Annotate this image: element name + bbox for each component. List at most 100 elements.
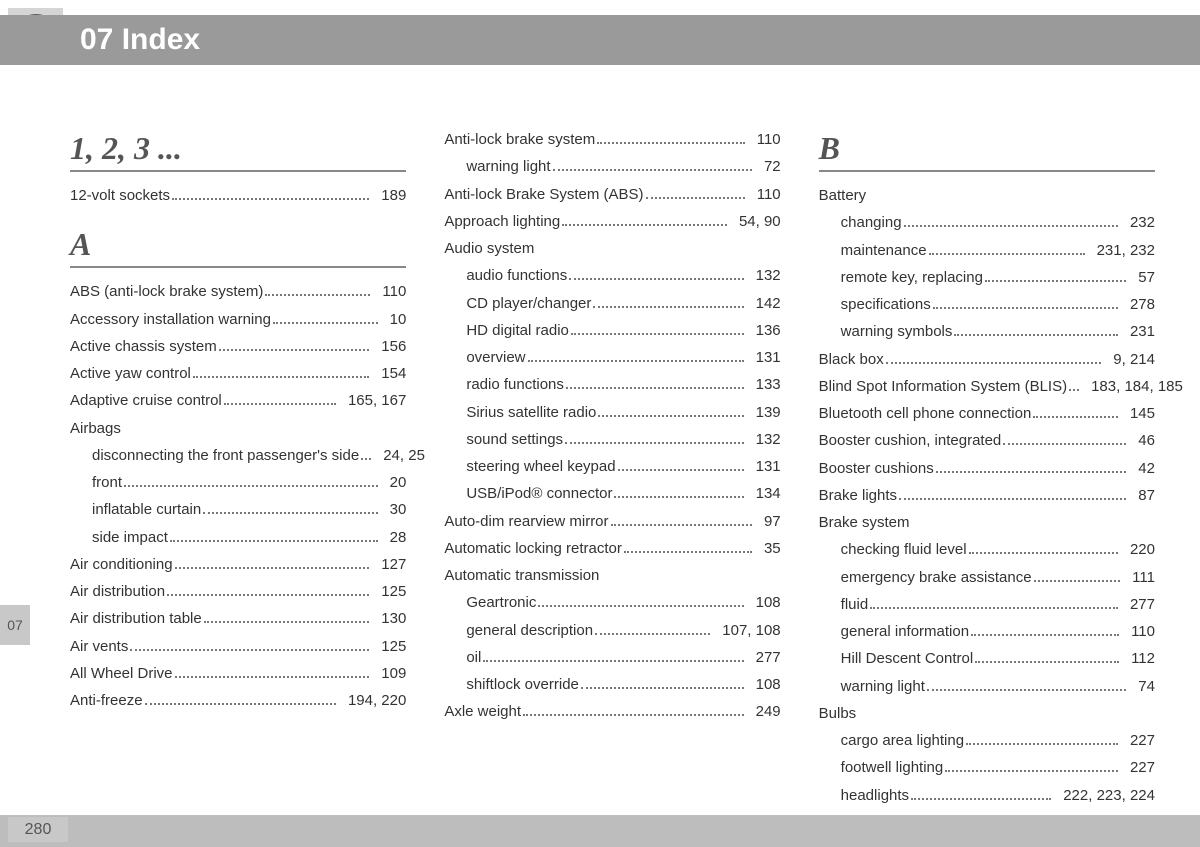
dot-leader (597, 142, 745, 144)
index-entry: Accessory installation warning10 (70, 310, 406, 330)
entry-pages: 132 (748, 266, 781, 286)
entry-label: Auto-dim rearview mirror (444, 512, 608, 532)
index-subentry: warning symbols231 (819, 322, 1155, 342)
index-subentry: emergency brake assistance 111 (819, 568, 1155, 588)
entry-label: Anti-lock brake system (444, 130, 595, 150)
entry-label: Hill Descent Control (841, 649, 974, 669)
entry-label: general description (466, 621, 593, 641)
entry-pages: 277 (748, 648, 781, 668)
index-subentry: checking fluid level220 (819, 540, 1155, 560)
index-subentry: Geartronic108 (444, 593, 780, 613)
entry-pages: 154 (373, 364, 406, 384)
index-entry: Adaptive cruise control165, 167 (70, 391, 406, 411)
entry-pages: 183, 184, 185 (1083, 377, 1183, 397)
index-subentry: warning light74 (819, 677, 1155, 697)
entry-label: warning symbols (841, 322, 953, 342)
entry-pages: 111 (1124, 568, 1155, 588)
index-group: Bulbs (819, 704, 1155, 724)
entry-label: disconnecting the front passenger's side (92, 446, 359, 466)
entry-pages: 24, 25 (375, 446, 425, 466)
entry-pages: 108 (748, 593, 781, 613)
entry-pages: 72 (756, 157, 781, 177)
dot-leader (945, 770, 1118, 772)
entry-label: emergency brake assistance (841, 568, 1032, 588)
index-entry: 12-volt sockets189 (70, 186, 406, 206)
entry-label: Accessory installation warning (70, 310, 271, 330)
dot-leader (167, 594, 369, 596)
entry-label: maintenance (841, 241, 927, 261)
index-group: Audio system (444, 239, 780, 259)
dot-leader (618, 469, 744, 471)
entry-pages: 165, 167 (340, 391, 406, 411)
entry-label: 12-volt sockets (70, 186, 170, 206)
entry-pages: 9, 214 (1105, 350, 1155, 370)
page-number: 280 (8, 817, 68, 842)
entry-pages: 131 (748, 457, 781, 477)
index-entry: Bluetooth cell phone connection145 (819, 404, 1155, 424)
dot-leader (927, 689, 1126, 691)
dot-leader (273, 322, 378, 324)
entry-label: Anti-freeze (70, 691, 143, 711)
index-entry: Anti-freeze 194, 220 (70, 691, 406, 711)
entry-pages: 110 (749, 130, 781, 150)
entry-label: Bluetooth cell phone connection (819, 404, 1032, 424)
entry-label: Automatic locking retractor (444, 539, 622, 559)
entry-label: Brake lights (819, 486, 897, 506)
entry-pages: 28 (382, 528, 407, 548)
dot-leader (985, 280, 1126, 282)
entry-label: sound settings (466, 430, 563, 450)
dot-leader (170, 540, 378, 542)
entry-label: Blind Spot Information System (BLIS) (819, 377, 1067, 397)
index-subentry: radio functions 133 (444, 375, 780, 395)
dot-leader (929, 253, 1085, 255)
dot-leader (265, 294, 370, 296)
entry-label: front (92, 473, 122, 493)
entry-pages: 194, 220 (340, 691, 406, 711)
entry-pages: 97 (756, 512, 781, 532)
entry-pages: 130 (373, 609, 406, 629)
entry-pages: 133 (748, 375, 781, 395)
index-entry: Automatic locking retractor35 (444, 539, 780, 559)
entry-pages: 232 (1122, 213, 1155, 233)
entry-label: footwell lighting (841, 758, 944, 778)
entry-pages: 134 (748, 484, 781, 504)
entry-label: remote key, replacing (841, 268, 983, 288)
dot-leader (203, 512, 377, 514)
index-entry: Booster cushion, integrated46 (819, 431, 1155, 451)
index-subentry: CD player/changer142 (444, 294, 780, 314)
index-subentry: front20 (70, 473, 406, 493)
index-entry: Air conditioning127 (70, 555, 406, 575)
index-subentry: inflatable curtain30 (70, 500, 406, 520)
index-entry: Auto-dim rearview mirror 97 (444, 512, 780, 532)
entry-label: USB/iPod® connector (466, 484, 612, 504)
index-entry: Air distribution table130 (70, 609, 406, 629)
entry-label: changing (841, 213, 902, 233)
dot-leader (571, 333, 744, 335)
entry-label: general information (841, 622, 969, 642)
index-subentry: steering wheel keypad131 (444, 457, 780, 477)
index-entry: Air vents125 (70, 637, 406, 657)
entry-label: Axle weight (444, 702, 521, 722)
dot-leader (483, 660, 743, 662)
entry-label: Air distribution (70, 582, 165, 602)
entry-pages: 132 (748, 430, 781, 450)
entry-pages: 110 (749, 185, 781, 205)
section-heading: 1, 2, 3 ... (70, 130, 406, 172)
dot-leader (124, 485, 378, 487)
index-entry: Axle weight249 (444, 702, 780, 722)
index-entry: Air distribution125 (70, 582, 406, 602)
dot-leader (911, 798, 1051, 800)
entry-label: radio functions (466, 375, 564, 395)
entry-label: warning light (466, 157, 550, 177)
index-subentry: disconnecting the front passenger's side… (70, 446, 406, 466)
index-column: BBatterychanging232maintenance231, 232re… (819, 130, 1155, 797)
index-subentry: general information110 (819, 622, 1155, 642)
entry-label: Booster cushions (819, 459, 934, 479)
dot-leader (646, 197, 745, 199)
dot-leader (1034, 580, 1121, 582)
dot-leader (954, 334, 1118, 336)
entry-pages: 42 (1130, 459, 1155, 479)
entry-label: Air conditioning (70, 555, 173, 575)
dot-leader (193, 376, 369, 378)
index-entry: Brake lights87 (819, 486, 1155, 506)
